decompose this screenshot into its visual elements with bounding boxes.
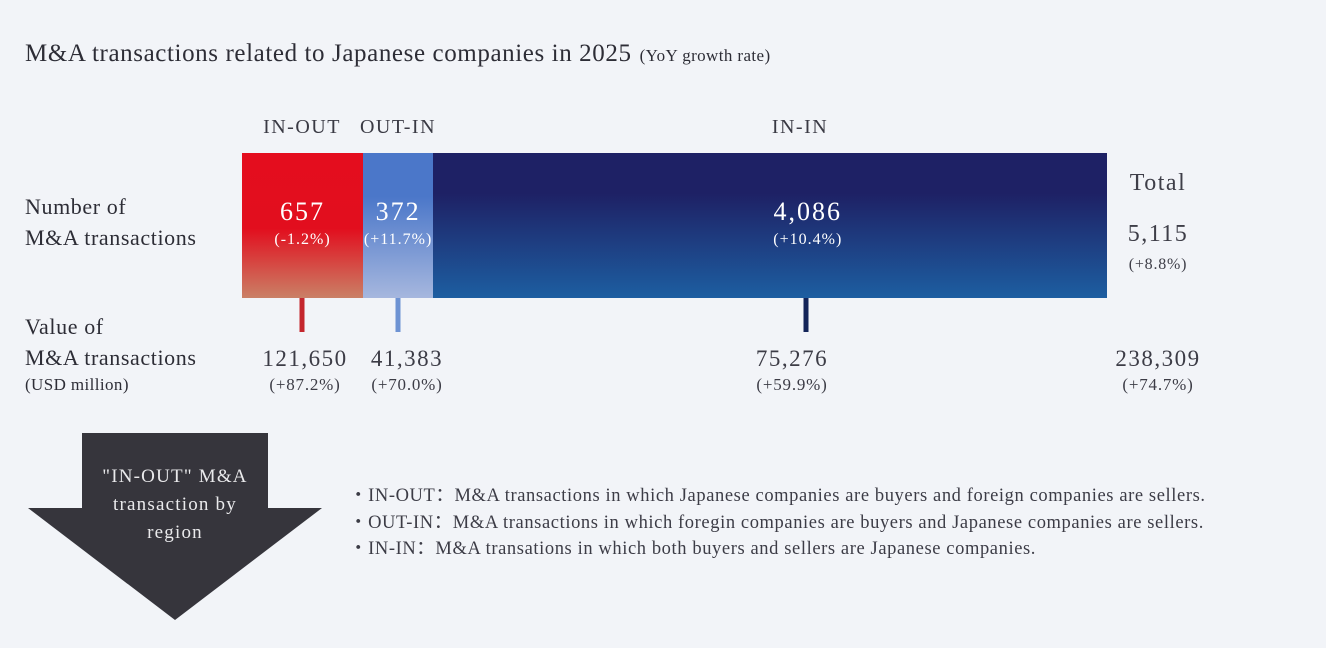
out-in-value: 41,383 — [370, 346, 444, 371]
in-out-value: 121,650 — [262, 346, 348, 371]
bar-segment-in-in-values: 4,086 (+10.4%) — [773, 197, 842, 249]
in-in-value: 75,276 — [755, 346, 829, 371]
category-definitions: ・IN-OUT：M&A transactions in which Japane… — [349, 483, 1206, 563]
bar-segment-out-in: 372 (+11.7%) — [363, 153, 434, 298]
out-in-value-yoy: (+70.0%) — [371, 375, 443, 394]
row-label-value-unit: (USD million) — [25, 375, 129, 394]
bar-segment-in-out-values: 657 (-1.2%) — [274, 197, 330, 249]
bar-segment-in-in: 4,086 (+10.4%) — [433, 153, 1107, 298]
total-value-yoy: (+74.7%) — [1122, 375, 1194, 394]
total-label: Total — [1129, 170, 1187, 196]
segment-label-out-in: OUT-IN — [359, 116, 437, 138]
out-in-count: 372 — [375, 197, 421, 226]
row-label-value-line2: M&A transactions — [25, 345, 197, 370]
row-label-value: Value of M&A transactions (USD million) — [25, 311, 197, 397]
value-block-in-in: 75,276 (+59.9%) — [756, 346, 828, 395]
in-out-count: 657 — [280, 197, 326, 226]
row-label-number-line1: Number of — [25, 194, 127, 219]
total-count-block: Total 5,115 (+8.8%) — [1128, 170, 1189, 274]
stacked-bar: 657 (-1.2%) 372 (+11.7%) 4,086 (+10.4%) — [242, 153, 1107, 298]
row-label-number: Number of M&A transactions — [25, 191, 197, 253]
page-title: M&A transactions related to Japanese com… — [25, 40, 771, 68]
down-arrow-body — [82, 433, 268, 509]
row-label-number-line2: M&A transactions — [25, 225, 197, 250]
definition-in-out: ・IN-OUT：M&A transactions in which Japane… — [349, 486, 1206, 506]
in-in-value-yoy: (+59.9%) — [756, 375, 828, 394]
in-in-count: 4,086 — [773, 197, 843, 226]
bar-segment-in-out: 657 (-1.2%) — [242, 153, 364, 298]
in-out-value-yoy: (+87.2%) — [269, 375, 341, 394]
bar-segment-out-in-values: 372 (+11.7%) — [364, 197, 432, 249]
total-count-yoy: (+8.8%) — [1128, 256, 1188, 273]
total-value: 238,309 — [1115, 346, 1201, 371]
segment-label-in-out: IN-OUT — [263, 116, 341, 138]
value-block-total: 238,309 (+74.7%) — [1115, 346, 1200, 395]
row-label-value-line1: Value of — [25, 314, 104, 339]
tick-in-in — [803, 298, 809, 332]
title-main-text: M&A transactions related to Japanese com… — [25, 40, 632, 67]
arrow-caption-line1: "IN-OUT" M&A — [102, 466, 248, 487]
in-in-count-yoy: (+10.4%) — [773, 231, 843, 248]
down-arrow-head-icon — [28, 508, 322, 620]
definition-in-in: ・IN-IN：M&A transations in which both buy… — [349, 539, 1037, 559]
tick-out-in — [395, 298, 401, 332]
out-in-count-yoy: (+11.7%) — [363, 231, 433, 248]
title-yoy-note: (YoY growth rate) — [639, 46, 771, 65]
value-block-out-in: 41,383 (+70.0%) — [371, 346, 443, 395]
tick-in-out — [299, 298, 305, 332]
arrow-caption-line2: transaction by — [113, 494, 237, 515]
definition-out-in: ・OUT-IN：M&A transactions in which foregi… — [349, 512, 1204, 533]
total-count: 5,115 — [1127, 221, 1189, 247]
arrow-caption-line3: region — [147, 522, 203, 543]
segment-label-in-in: IN-IN — [771, 116, 829, 138]
down-arrow-caption: "IN-OUT" M&A transaction by region — [55, 463, 295, 547]
in-out-count-yoy: (-1.2%) — [274, 231, 331, 248]
value-block-in-out: 121,650 (+87.2%) — [262, 346, 347, 395]
